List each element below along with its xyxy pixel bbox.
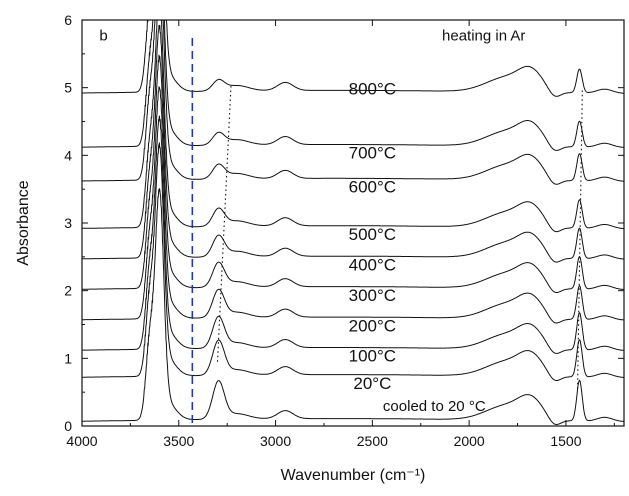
spectrum-curve <box>82 20 624 97</box>
spectrum-curve <box>82 188 624 425</box>
y-tick-label: 0 <box>64 418 72 434</box>
spectrum-curve <box>82 24 624 263</box>
x-tick-label: 2000 <box>454 433 485 449</box>
curve-label: 700°C <box>349 144 396 163</box>
curve-label: 400°C <box>349 255 396 274</box>
curve-label: 200°C <box>349 316 396 335</box>
spectrum-curve <box>82 54 624 293</box>
y-tick-label: 5 <box>64 80 72 96</box>
spectra-curves <box>82 20 624 425</box>
x-tick-label: 4000 <box>66 433 97 449</box>
curve-label: 100°C <box>349 347 396 366</box>
y-axis-ticks: 0 1 2 3 4 5 6 <box>64 12 624 434</box>
spectrum-curve <box>82 20 624 151</box>
y-tick-label: 3 <box>64 215 72 231</box>
y-tick-label: 6 <box>64 12 72 28</box>
curve-label: 500°C <box>349 225 396 244</box>
x-tick-label: 1500 <box>550 433 581 449</box>
spectrum-curve <box>82 20 624 185</box>
y-tick-label: 2 <box>64 283 72 299</box>
curve-labels: cooled to 20 °C 20°C 100°C 200°C 300°C 400°C 5… <box>349 79 486 415</box>
spectrum-curve <box>82 115 624 354</box>
x-axis-label: Wavenumber (cm⁻¹) <box>281 467 426 484</box>
dotted-guide-line <box>576 87 583 389</box>
x-axis-ticks: 4000 3500 3000 2500 2000 1500 <box>66 20 615 449</box>
dotted-guide-line <box>216 84 232 362</box>
curve-label: 300°C <box>349 286 396 305</box>
x-tick-label: 3000 <box>260 433 291 449</box>
y-axis-label: Absorbance <box>15 180 32 265</box>
x-tick-label: 3500 <box>163 433 194 449</box>
chart-title: heating in Ar <box>442 27 525 44</box>
y-tick-label: 1 <box>64 350 72 366</box>
spectrum-curve <box>82 20 624 233</box>
curve-label: 800°C <box>349 79 396 98</box>
y-tick-label: 4 <box>64 147 72 163</box>
curve-label: 20°C <box>353 374 391 393</box>
curve-label: 600°C <box>349 178 396 197</box>
spectrum-curve <box>82 142 624 381</box>
curve-label: cooled to 20 °C <box>383 398 486 415</box>
panel-label: b <box>99 27 107 44</box>
x-tick-label: 2500 <box>357 433 388 449</box>
dotted-guides <box>216 84 583 389</box>
spectrum-curve <box>82 85 624 324</box>
